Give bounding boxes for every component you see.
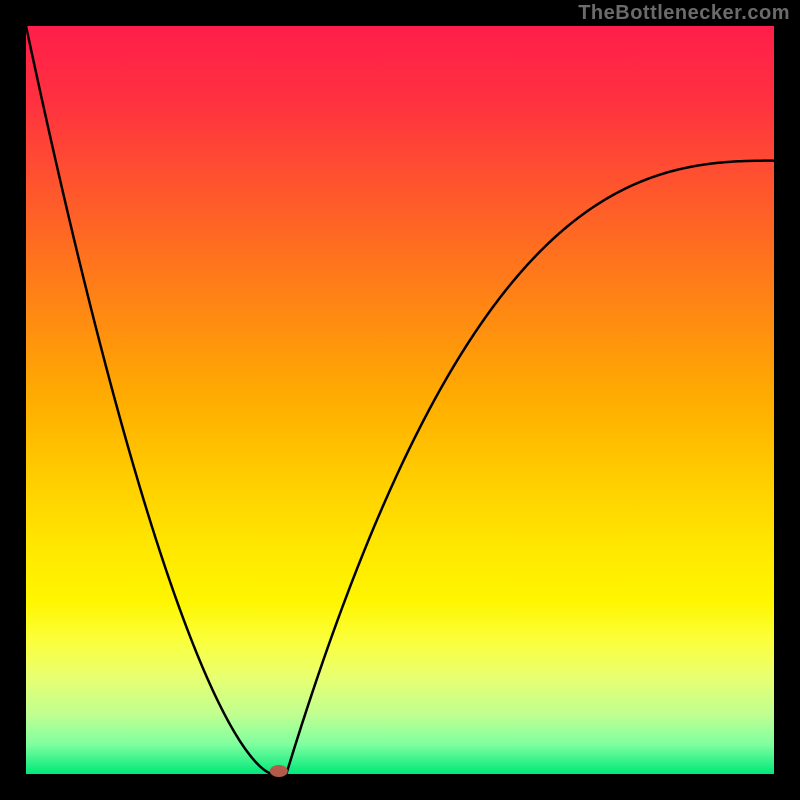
bottleneck-chart [0, 0, 800, 800]
minimum-marker [270, 765, 288, 777]
chart-container: TheBottlenecker.com [0, 0, 800, 800]
chart-background [26, 26, 774, 774]
